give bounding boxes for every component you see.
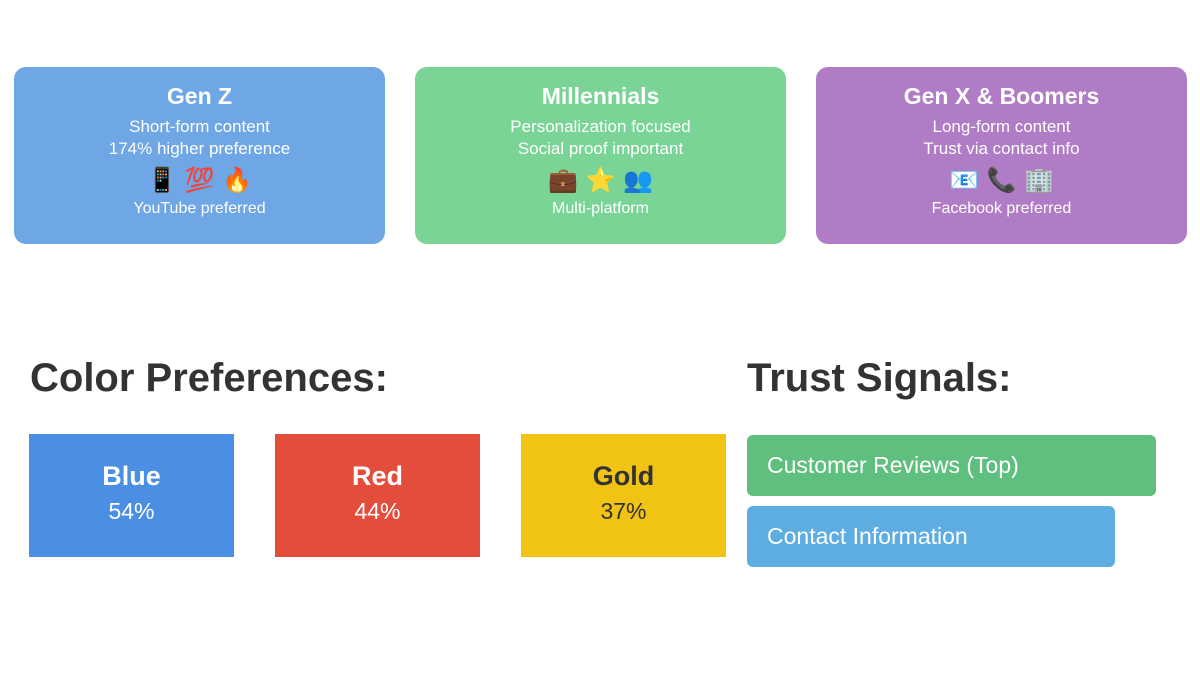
card-note: Facebook preferred [931, 200, 1072, 217]
color-share: 54% [108, 498, 155, 524]
generation-card: Millennials Personalization focused Soci… [415, 67, 786, 244]
card-icons: 📧 📞 🏢 [949, 166, 1054, 194]
section-title: Color Preferences: [30, 356, 388, 400]
card-line: Long-form content [932, 117, 1071, 136]
card-line: Short-form content [129, 117, 270, 136]
card-title: Millennials [541, 83, 660, 109]
card-icons: 📱 💯 🔥 [147, 166, 252, 194]
card-line: 174% higher preference [108, 139, 291, 158]
color-name: Blue [102, 461, 161, 491]
color-share: 37% [600, 498, 647, 524]
card-note: Multi-platform [552, 200, 649, 217]
generation-card: Gen Z Short-form content 174% higher pre… [14, 67, 385, 244]
trust-item: Customer Reviews (Top) [747, 435, 1156, 496]
color-swatch: Blue 54% [29, 434, 234, 557]
card-note: YouTube preferred [133, 200, 266, 217]
section-title: Trust Signals: [747, 356, 1012, 400]
card-line: Social proof important [517, 139, 684, 158]
card-icons: 💼 ⭐ 👥 [548, 166, 653, 194]
color-name: Red [351, 461, 403, 491]
color-share: 44% [354, 498, 401, 524]
card-line: Trust via contact info [923, 139, 1080, 158]
trust-item: Contact Information [747, 506, 1115, 567]
color-name: Gold [592, 461, 655, 491]
color-swatch: Red 44% [275, 434, 480, 557]
card-title: Gen X & Boomers [903, 83, 1100, 109]
card-line: Personalization focused [510, 117, 691, 136]
color-swatch: Gold 37% [521, 434, 726, 557]
generation-card: Gen X & Boomers Long-form content Trust … [816, 67, 1187, 244]
card-title: Gen Z [166, 83, 233, 109]
